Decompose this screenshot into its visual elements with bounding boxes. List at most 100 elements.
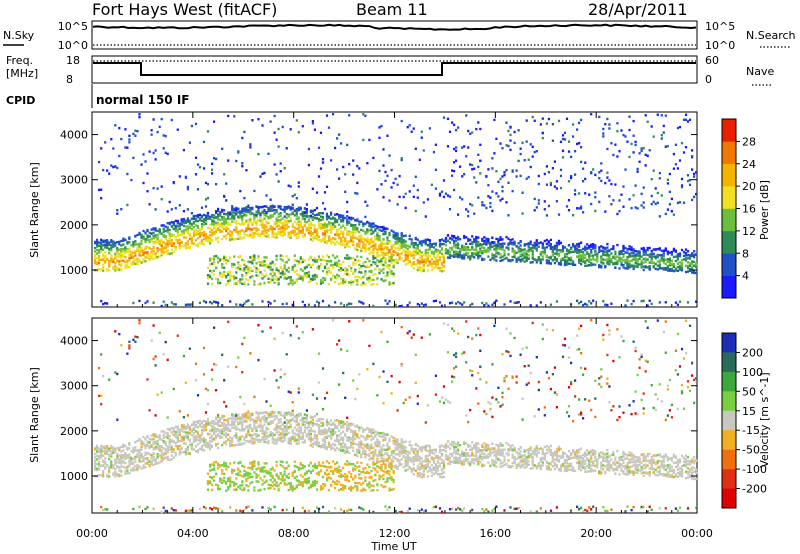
heatmap-cell (378, 234, 381, 238)
heatmap-cell (247, 209, 250, 212)
heatmap-cell (672, 249, 675, 252)
heatmap-cell (209, 275, 212, 279)
heatmap-cell (213, 120, 216, 123)
heatmap-cell (465, 155, 468, 158)
heatmap-cell (578, 121, 581, 125)
heatmap-cell (626, 257, 629, 260)
heatmap-cell (338, 233, 341, 236)
heatmap-cell (104, 447, 107, 450)
heatmap-cell (116, 472, 119, 476)
heatmap-cell (321, 258, 325, 262)
heatmap-cell (620, 252, 623, 255)
heatmap-cell (691, 271, 694, 274)
heatmap-cell (469, 202, 472, 206)
heatmap-cell (122, 259, 125, 262)
heatmap-cell (273, 232, 276, 235)
heatmap-cell (249, 256, 252, 259)
heatmap-cell (565, 205, 569, 208)
heatmap-cell (229, 222, 232, 226)
heatmap-cell (213, 273, 216, 276)
heatmap-cell (138, 116, 141, 119)
heatmap-cell (576, 299, 579, 302)
heatmap-cell (491, 209, 494, 213)
heatmap-cell (132, 462, 135, 465)
heatmap-cell (384, 279, 387, 282)
heatmap-cell (628, 247, 631, 251)
heatmap-cell (662, 261, 665, 264)
heatmap-cell (120, 256, 123, 259)
heatmap-cell (116, 461, 119, 464)
heatmap-cell (116, 266, 119, 270)
heatmap-cell (495, 251, 498, 254)
heatmap-cell (200, 225, 204, 229)
heatmap-cell (584, 161, 587, 164)
heatmap-cell (632, 255, 635, 258)
heatmap-cell (386, 265, 389, 269)
heatmap-cell (340, 226, 343, 229)
heatmap-cell (620, 261, 623, 264)
heatmap-cell (608, 263, 611, 266)
heatmap-cell (368, 259, 371, 263)
heatmap-cell (422, 304, 425, 307)
heatmap-cell (336, 168, 339, 171)
colorbar-segment (722, 163, 736, 187)
heatmap-cell (666, 269, 669, 272)
noise-panel: N.Sky 10^5 10^0 10^5 10^0 N.Search (3, 20, 796, 52)
heatmap-cell (162, 247, 165, 251)
heatmap-cell (622, 253, 625, 256)
heatmap-cell (166, 152, 169, 156)
heatmap-cell (543, 252, 546, 255)
heatmap-cell (422, 253, 425, 257)
heatmap-cell (360, 236, 363, 239)
heatmap-cell (227, 217, 230, 220)
heatmap-cell (136, 452, 139, 455)
heatmap-cell (229, 274, 232, 278)
heatmap-cell (658, 301, 661, 304)
heatmap-cell (463, 245, 466, 248)
heatmap-cell (136, 261, 139, 265)
heatmap-cell (152, 448, 155, 451)
heatmap-cell (578, 242, 581, 245)
heatmap-cell (424, 303, 427, 306)
heatmap-cell (588, 193, 591, 196)
heatmap-cell (265, 274, 268, 277)
heatmap-cell (364, 273, 367, 276)
heatmap-cell (424, 241, 427, 244)
heatmap-cell (287, 221, 290, 224)
heatmap-cell (164, 250, 167, 253)
heatmap-cell (213, 222, 216, 226)
heatmap-cell (515, 175, 518, 178)
heatmap-cell (225, 237, 228, 240)
heatmap-cell (307, 225, 310, 228)
heatmap-cell (630, 246, 633, 249)
heatmap-cell (360, 301, 363, 304)
heatmap-cell (624, 304, 627, 307)
heatmap-cell (614, 256, 617, 259)
heatmap-cell (372, 240, 375, 244)
heatmap-cell (533, 243, 536, 246)
heatmap-cell (253, 256, 256, 259)
heatmap-cell (231, 237, 234, 241)
heatmap-cell (628, 255, 631, 258)
heatmap-cell (555, 259, 558, 263)
heatmap-cell (402, 242, 405, 245)
heatmap-cell (140, 236, 143, 240)
heatmap-cell (668, 172, 671, 176)
heatmap-cell (636, 262, 639, 266)
heatmap-cell (388, 250, 391, 254)
heatmap-cell (529, 304, 532, 307)
heatmap-cell (168, 221, 171, 225)
heatmap-cell (465, 242, 468, 245)
colorbar-tick-label: 24 (742, 158, 756, 171)
heatmap-cell (622, 205, 625, 208)
heatmap-cell (495, 243, 498, 247)
heatmap-cell (202, 140, 206, 144)
heatmap-cell (265, 211, 268, 214)
heatmap-cell (469, 132, 472, 135)
heatmap-cell (646, 120, 649, 123)
heatmap-cell (140, 445, 143, 449)
heatmap-cell (570, 176, 573, 180)
colorbar-tick-label: 16 (742, 203, 756, 216)
heatmap-cell (469, 248, 472, 252)
heatmap-cell (388, 199, 391, 202)
